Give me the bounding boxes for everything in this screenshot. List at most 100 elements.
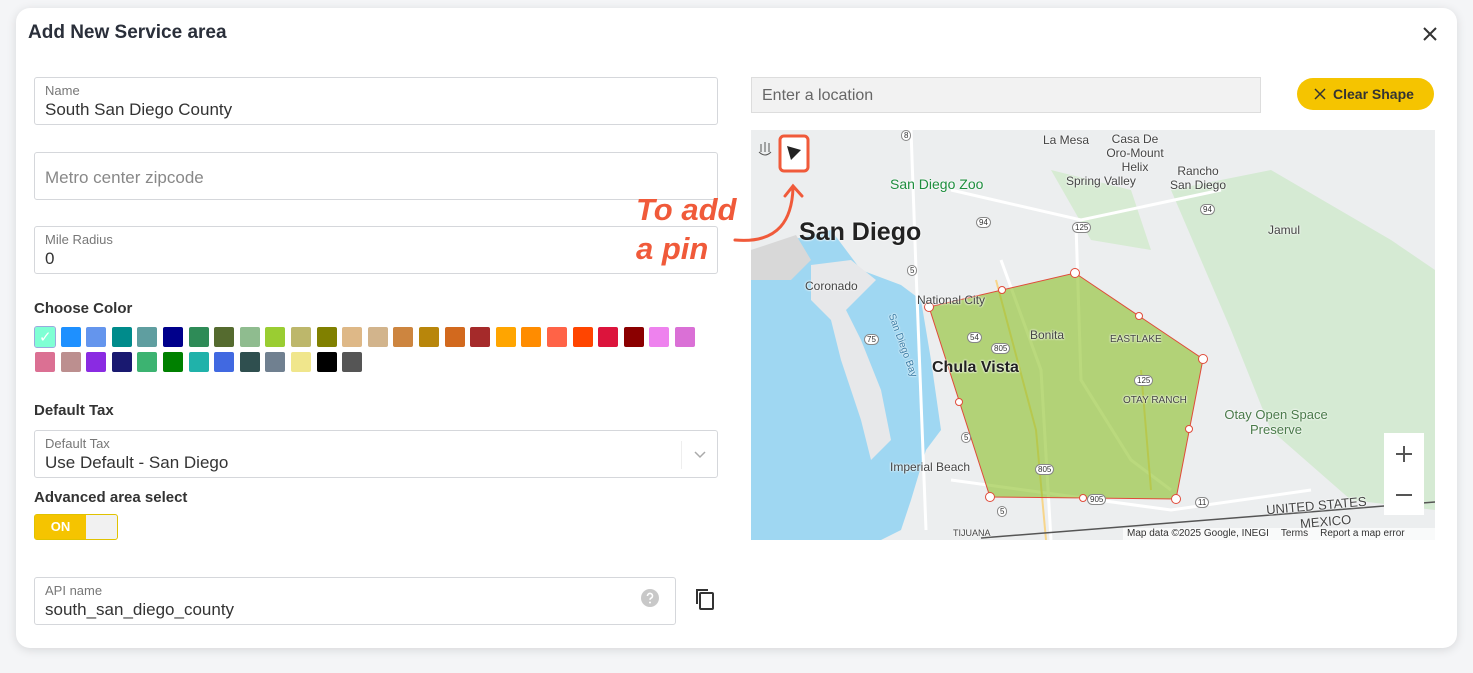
map-label: Rancho San Diego bbox=[1169, 164, 1227, 192]
dropdown-arrow bbox=[681, 441, 706, 469]
road-shield: 75 bbox=[864, 334, 879, 345]
map-label: San Diego Zoo bbox=[890, 176, 984, 192]
color-swatch[interactable] bbox=[291, 327, 311, 347]
button-label: Clear Shape bbox=[1333, 86, 1414, 102]
map-label: Imperial Beach bbox=[890, 460, 971, 474]
section-label: Choose Color bbox=[34, 300, 133, 317]
field-value: Use Default - San Diego bbox=[45, 453, 229, 472]
color-swatch[interactable] bbox=[137, 327, 158, 347]
map-label: Jamul bbox=[1268, 223, 1301, 237]
color-swatch[interactable] bbox=[111, 327, 132, 347]
color-swatch[interactable] bbox=[675, 327, 695, 347]
color-swatch[interactable] bbox=[342, 327, 363, 347]
api-name-field[interactable]: API name south_san_diego_county bbox=[34, 577, 676, 625]
map[interactable]: La Mesa Casa De Oro-Mount Helix Rancho S… bbox=[751, 130, 1435, 540]
color-swatch[interactable] bbox=[239, 352, 260, 372]
map-label: Otay Open Space Preserve bbox=[1224, 407, 1328, 437]
tax-select[interactable]: Default Tax Use Default - San Diego bbox=[34, 430, 718, 478]
color-swatch[interactable] bbox=[265, 352, 286, 372]
color-swatch[interactable] bbox=[60, 327, 81, 347]
toggle-on: ON bbox=[35, 515, 86, 539]
map-label: National City bbox=[917, 293, 986, 307]
section-label: Default Tax bbox=[34, 402, 114, 419]
map-label: Bonita bbox=[1030, 328, 1065, 342]
report-link[interactable]: Report a map error bbox=[1320, 528, 1405, 539]
color-swatch[interactable] bbox=[35, 352, 55, 372]
field-value: south_san_diego_county bbox=[45, 600, 235, 619]
color-swatch[interactable] bbox=[86, 327, 107, 347]
color-swatch[interactable] bbox=[214, 352, 235, 372]
color-swatch[interactable] bbox=[649, 327, 670, 347]
color-swatch[interactable] bbox=[495, 327, 516, 347]
map-label: La Mesa bbox=[1042, 133, 1090, 147]
section-label: Advanced area select bbox=[34, 489, 188, 506]
road-shield: 5 bbox=[961, 432, 972, 443]
map-label: EASTLAKE bbox=[1110, 334, 1162, 345]
road-shield: 125 bbox=[1072, 222, 1092, 233]
color-swatch[interactable] bbox=[188, 352, 209, 372]
map-footer: Map data ©2025 Google, INEGI Terms Report … bbox=[1123, 528, 1435, 540]
color-swatch[interactable] bbox=[547, 327, 567, 347]
map-label: OTAY RANCH bbox=[1123, 395, 1187, 406]
close-button[interactable] bbox=[1423, 27, 1437, 41]
attribution: Map data ©2025 Google, INEGI bbox=[1127, 528, 1269, 539]
road-shield: 8 bbox=[901, 130, 912, 141]
color-swatch[interactable] bbox=[60, 352, 81, 372]
field-label: API name bbox=[45, 583, 103, 598]
field-value: South San Diego County bbox=[45, 100, 233, 119]
color-swatch[interactable] bbox=[163, 352, 183, 372]
color-swatch[interactable] bbox=[521, 327, 542, 347]
color-swatch[interactable] bbox=[316, 327, 337, 347]
field-label: Name bbox=[45, 83, 80, 98]
road-shield: 11 bbox=[1195, 497, 1210, 508]
color-swatch[interactable] bbox=[598, 327, 619, 347]
road-shield: 125 bbox=[1134, 375, 1154, 386]
road-shield: 805 bbox=[991, 343, 1011, 354]
name-field[interactable]: Name South San Diego County bbox=[34, 77, 718, 125]
color-swatch[interactable] bbox=[163, 327, 183, 347]
x-icon bbox=[1314, 88, 1326, 100]
placeholder: Enter a location bbox=[762, 87, 874, 104]
field-label: Mile Radius bbox=[45, 232, 113, 247]
toggle[interactable]: ON bbox=[34, 514, 118, 540]
color-swatch[interactable] bbox=[188, 327, 209, 347]
zipcode-field[interactable]: Metro center zipcode bbox=[34, 152, 718, 200]
map-label: San Diego bbox=[799, 218, 922, 246]
color-swatch[interactable] bbox=[419, 327, 439, 347]
color-swatch[interactable] bbox=[342, 352, 363, 372]
help-icon[interactable] bbox=[641, 589, 659, 607]
map-label: Casa De Oro-Mount Helix bbox=[1106, 132, 1164, 174]
color-swatch[interactable] bbox=[111, 352, 132, 372]
road-shield: 94 bbox=[976, 217, 991, 228]
annotation-arrow bbox=[733, 183, 804, 242]
color-swatch[interactable] bbox=[470, 327, 491, 347]
color-swatch[interactable] bbox=[623, 327, 644, 347]
clear-shape-button[interactable]: Clear Shape bbox=[1297, 78, 1434, 110]
road-shield: 805 bbox=[1035, 464, 1055, 475]
color-swatch[interactable] bbox=[444, 327, 465, 347]
color-swatch[interactable] bbox=[265, 327, 286, 347]
color-swatch[interactable] bbox=[367, 327, 388, 347]
color-swatch[interactable] bbox=[86, 352, 107, 372]
color-swatch[interactable] bbox=[572, 327, 593, 347]
terms-link[interactable]: Terms bbox=[1280, 528, 1309, 539]
color-swatch[interactable] bbox=[239, 327, 260, 347]
map-label: TIJUANA bbox=[953, 528, 991, 538]
dialog-title: Add New Service area bbox=[28, 22, 227, 43]
field-value: 0 bbox=[45, 249, 55, 268]
color-swatch[interactable] bbox=[291, 352, 311, 372]
placeholder: Metro center zipcode bbox=[45, 168, 204, 187]
color-swatch[interactable] bbox=[316, 352, 337, 372]
color-swatch[interactable] bbox=[393, 327, 414, 347]
radius-field[interactable]: Mile Radius 0 bbox=[34, 226, 718, 274]
color-swatch[interactable] bbox=[34, 326, 56, 348]
copy-icon[interactable] bbox=[695, 588, 715, 610]
map-label: Coronado bbox=[805, 279, 858, 293]
annotation: To add a pin bbox=[636, 192, 737, 266]
color-swatch[interactable] bbox=[214, 327, 235, 347]
color-swatch[interactable] bbox=[137, 352, 158, 372]
location-search[interactable]: Enter a location bbox=[751, 77, 1261, 113]
road-shield: 5 bbox=[997, 506, 1008, 517]
road-shield: 5 bbox=[907, 265, 918, 276]
